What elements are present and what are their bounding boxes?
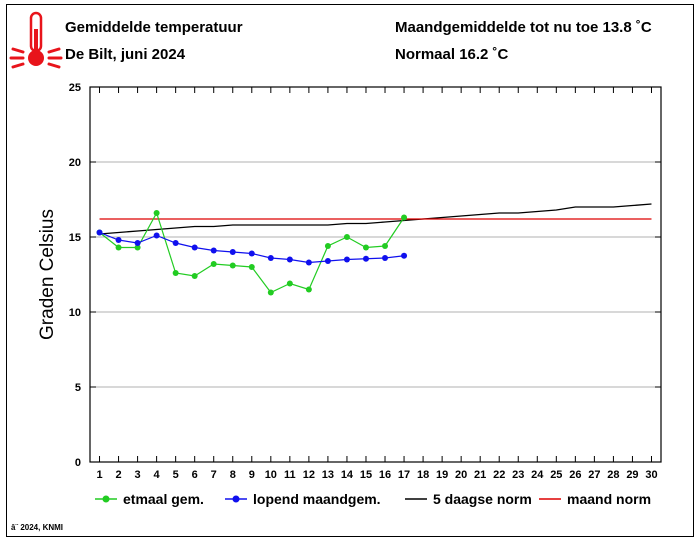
x-tick-label: 7 <box>211 469 217 481</box>
x-tick-label: 29 <box>626 469 638 481</box>
legend-label: 5 daagse norm <box>433 491 532 507</box>
data-point <box>267 255 274 261</box>
data-point <box>248 250 255 257</box>
data-point <box>172 270 179 276</box>
norm-lines <box>99 203 652 235</box>
heat-ray <box>11 62 25 69</box>
data-point <box>343 256 350 263</box>
chart-title: Gemiddelde temperatuur <box>65 19 243 36</box>
x-tick-label: 16 <box>379 469 391 481</box>
y-tick-label: 25 <box>69 82 81 94</box>
data-point <box>115 237 122 243</box>
data-point <box>362 244 369 251</box>
x-tick-label: 28 <box>607 469 619 481</box>
x-tick-label: 10 <box>265 469 277 481</box>
data-point <box>153 232 160 239</box>
x-tick-label: 9 <box>249 469 255 481</box>
data-point <box>286 256 293 263</box>
data-point <box>324 258 331 264</box>
data-point <box>210 261 217 267</box>
chart-frame: 0 5 10 15 20 25 1 2 3 4 5 6 7 8 9 10 11 12 13 14 15 16 17 18 19 2… <box>6 4 694 537</box>
legend-label: etmaal gem. <box>123 491 204 507</box>
x-tick-label: 13 <box>322 469 334 481</box>
data-point <box>343 234 350 240</box>
data-point <box>210 247 217 254</box>
x-tick-label: 20 <box>455 469 467 481</box>
y-tick-label: 0 <box>75 457 81 469</box>
x-tick-label: 1 <box>96 469 102 481</box>
thermometer-bulb <box>28 50 44 66</box>
x-tick-label: 25 <box>550 469 562 481</box>
x-tick-label: 26 <box>569 469 581 481</box>
x-tick-label: 27 <box>588 469 600 481</box>
legend-label: lopend maandgem. <box>253 491 381 507</box>
y-tick-label: 5 <box>75 382 81 394</box>
x-tick-label: 24 <box>531 469 544 481</box>
data-point <box>401 214 408 221</box>
data-point <box>305 259 312 266</box>
x-tick-label: 14 <box>341 469 354 481</box>
data-point <box>229 262 236 269</box>
data-point <box>153 210 160 216</box>
x-tick-label: 18 <box>417 469 429 481</box>
thermometer-mercury <box>34 29 38 53</box>
data-point <box>248 264 255 270</box>
x-tick-label: 6 <box>192 469 198 481</box>
thermometer-icon <box>9 11 63 69</box>
data-point <box>382 243 389 249</box>
series-line-2 <box>99 203 652 235</box>
month-average-label: Maandgemiddelde tot nu toe 13.8 ˚C <box>395 19 652 36</box>
legend-label: maand norm <box>567 491 651 507</box>
x-tick-label: 3 <box>135 469 141 481</box>
data-point <box>401 252 408 259</box>
x-tick-label: 19 <box>436 469 448 481</box>
y-tick-label: 10 <box>69 307 81 319</box>
normal-label: Normaal 16.2 ˚C <box>395 46 509 63</box>
x-tick-label: 30 <box>645 469 657 481</box>
data-point <box>172 240 179 246</box>
x-tick-label: 11 <box>284 469 296 481</box>
y-axis-label: Graden Celsius <box>37 209 58 340</box>
plot-area <box>89 86 662 463</box>
data-point <box>362 255 369 262</box>
data-point <box>229 249 236 255</box>
data-point <box>96 229 103 236</box>
series <box>96 210 408 296</box>
copyright: â¨ 2024, KNMI <box>11 523 64 532</box>
legend-marker <box>102 495 110 503</box>
heat-ray <box>11 47 25 54</box>
grid <box>90 161 661 388</box>
legend: etmaal gem. lopend maandgem. 5 daagse norm… <box>95 491 651 507</box>
data-point <box>305 286 312 293</box>
x-tick-label: 5 <box>173 469 179 481</box>
data-point <box>191 244 198 251</box>
y-tick-label: 15 <box>69 232 81 244</box>
heat-ray <box>47 47 61 54</box>
x-tick-label: 22 <box>493 469 505 481</box>
x-tick-label: 2 <box>115 469 121 481</box>
data-point <box>382 255 389 261</box>
x-tick-label: 8 <box>230 469 236 481</box>
x-tick-label: 12 <box>303 469 315 481</box>
x-tick-label: 21 <box>474 469 486 481</box>
x-tick-label: 15 <box>360 469 372 481</box>
x-tick-label: 4 <box>154 469 161 481</box>
y-tick-label: 20 <box>69 157 81 169</box>
data-point <box>324 243 331 249</box>
x-tick-label: 17 <box>398 469 410 481</box>
heat-ray <box>47 62 61 69</box>
data-point <box>286 280 293 287</box>
x-tick-label: 23 <box>512 469 524 481</box>
legend-marker <box>232 495 240 503</box>
data-point <box>134 244 141 251</box>
data-point <box>134 240 141 246</box>
data-point <box>267 289 274 296</box>
chart-subtitle: De Bilt, juni 2024 <box>65 46 186 63</box>
data-point <box>191 273 198 279</box>
data-point <box>115 244 122 251</box>
